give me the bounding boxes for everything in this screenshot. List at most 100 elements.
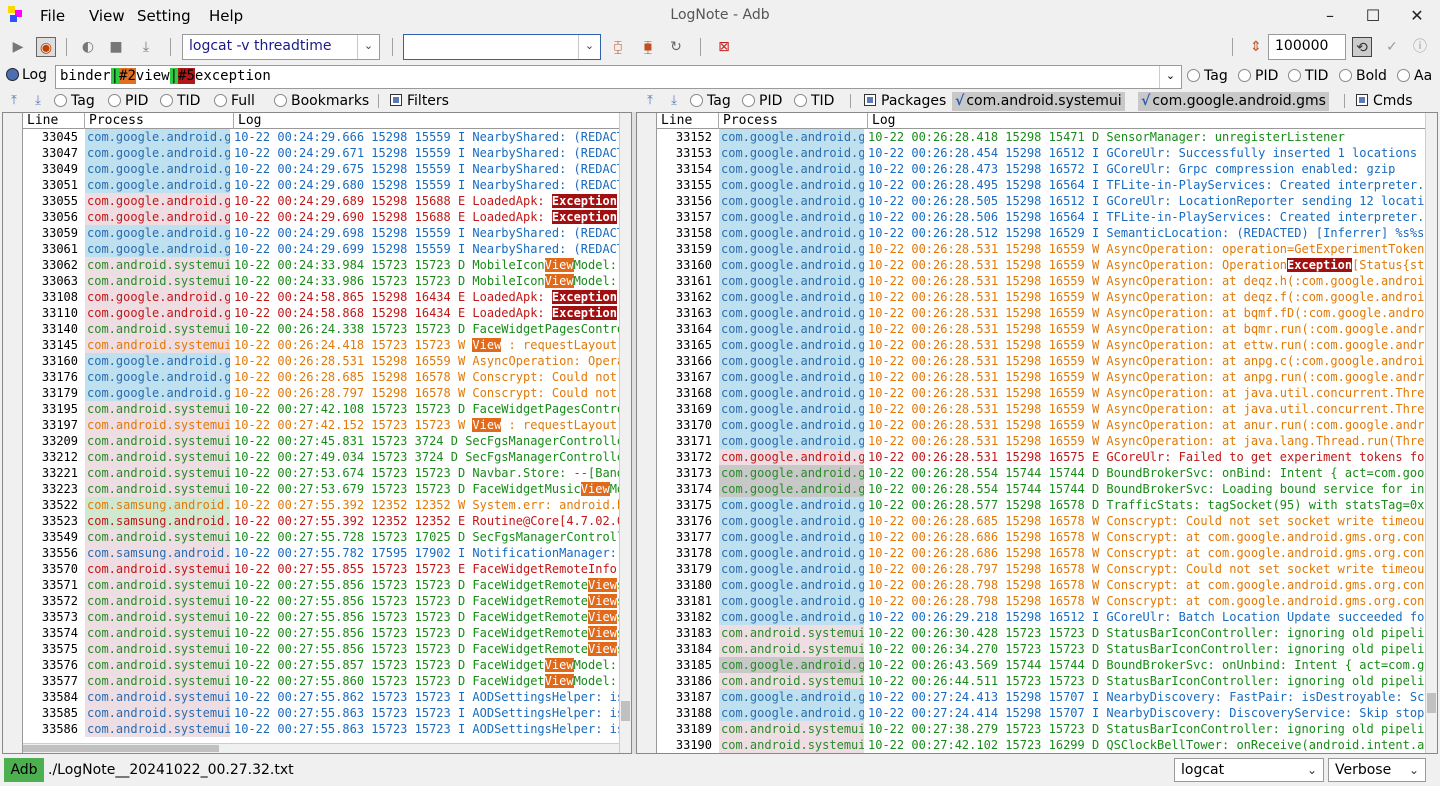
log-row[interactable]: 33585 com.android.systemui 10-22 00:27:55.… (23, 705, 619, 721)
log-row[interactable]: 33185 com.google.android.gms 10-22 00:26:4… (657, 657, 1425, 673)
log-row[interactable]: 33156 com.google.android.gm... 10-22 00:26… (657, 193, 1425, 209)
log-row[interactable]: 33155 com.google.android.gm... 10-22 00:26… (657, 177, 1425, 193)
log-row[interactable]: 33212 com.android.systemui 10-22 00:27:49.… (23, 449, 619, 465)
option-pid[interactable]: PID (1238, 68, 1278, 84)
log-row[interactable]: 33108 com.google.android.gm... 10-22 00:24… (23, 289, 619, 305)
level-select[interactable]: Verbose ⌄ (1328, 758, 1426, 782)
log-row[interactable]: 33061 com.google.android.gm... 10-22 00:24… (23, 241, 619, 257)
log-row[interactable]: 33160 com.google.android.gm... 10-22 00:26… (657, 257, 1425, 273)
scroll-thumb[interactable] (1427, 693, 1436, 713)
column-process[interactable]: Process (719, 113, 868, 129)
log-row[interactable]: 33166 com.google.android.gm... 10-22 00:26… (657, 353, 1425, 369)
package-chip-systemui[interactable]: √ com.android.systemui (952, 92, 1125, 111)
scroll-thumb[interactable] (23, 745, 219, 752)
log-row[interactable]: 33571 com.android.systemui 10-22 00:27:55.… (23, 577, 619, 593)
log-filter-toggle[interactable]: Log (6, 67, 47, 87)
log-row[interactable]: 33576 com.android.systemui 10-22 00:27:55.… (23, 657, 619, 673)
menu-file[interactable]: File (40, 7, 66, 25)
left-vertical-scrollbar[interactable] (619, 113, 631, 753)
log-row[interactable]: 33195 com.android.systemui 10-22 00:27:42.… (23, 401, 619, 417)
log-row[interactable]: 33190 com.android.systemui 10-22 00:27:42.… (657, 737, 1425, 753)
cmds-checkbox[interactable]: Cmds (1356, 91, 1413, 111)
log-row[interactable]: 33062 com.android.systemui 10-22 00:24:33.… (23, 257, 619, 273)
log-row[interactable]: 33183 com.android.systemui 10-22 00:26:30.… (657, 625, 1425, 641)
search-combo[interactable]: ⌄ (403, 34, 601, 60)
left-option-bookmarks[interactable]: Bookmarks (274, 91, 369, 111)
log-row[interactable]: 33176 com.google.android.gm... 10-22 00:26… (23, 369, 619, 385)
minimize-button[interactable]: – (1326, 6, 1334, 25)
log-row[interactable]: 33152 com.google.android.gm... 10-22 00:26… (657, 129, 1425, 145)
line-count-input[interactable]: 100000 (1268, 34, 1346, 60)
option-tag[interactable]: Tag (1187, 68, 1228, 84)
log-row[interactable]: 33056 com.google.android.gm... 10-22 00:24… (23, 209, 619, 225)
log-row[interactable]: 33522 com.samsung.android.a... 10-22 00:27… (23, 497, 619, 513)
save-icon[interactable]: ⤓ (142, 39, 150, 55)
command-combo[interactable]: logcat -v threadtime ⌄ (182, 34, 380, 60)
pane-splitter[interactable] (632, 112, 636, 754)
log-row[interactable]: 33159 com.google.android.gm... 10-22 00:26… (657, 241, 1425, 257)
log-row[interactable]: 33575 com.android.systemui 10-22 00:27:55.… (23, 641, 619, 657)
bookmark-gutter[interactable] (637, 113, 657, 753)
column-log[interactable]: Log (872, 113, 896, 128)
log-row[interactable]: 33153 com.google.android.gm... 10-22 00:26… (657, 145, 1425, 161)
bookmark-gutter[interactable] (3, 113, 23, 753)
clear-log-icon[interactable]: ⊠ (718, 39, 730, 55)
log-row[interactable]: 33180 com.google.android.gm... 10-22 00:26… (657, 577, 1425, 593)
filters-checkbox[interactable]: Filters (390, 91, 449, 111)
menu-setting[interactable]: Setting (137, 7, 191, 25)
log-row[interactable]: 33165 com.google.android.gm... 10-22 00:26… (657, 337, 1425, 353)
log-row[interactable]: 33556 com.samsung.android.a... 10-22 00:27… (23, 545, 619, 561)
close-button[interactable]: ✕ (1410, 6, 1424, 25)
log-row[interactable]: 33168 com.google.android.gm... 10-22 00:26… (657, 385, 1425, 401)
log-row[interactable]: 33584 com.android.systemui 10-22 00:27:55.… (23, 689, 619, 705)
column-line[interactable]: Line (23, 113, 85, 129)
log-row[interactable]: 33174 com.google.android.gms 10-22 00:26:2… (657, 481, 1425, 497)
log-row[interactable]: 33167 com.google.android.gm... 10-22 00:26… (657, 369, 1425, 385)
log-row[interactable]: 33570 com.android.systemui 10-22 00:27:55.… (23, 561, 619, 577)
rotate-log-icon[interactable]: ⟲ (1352, 37, 1372, 57)
log-row[interactable]: 33586 com.android.systemui 10-22 00:27:55.… (23, 721, 619, 737)
log-row[interactable]: 33209 com.android.systemui 10-22 00:27:45.… (23, 433, 619, 449)
maximize-button[interactable]: ☐ (1365, 6, 1381, 25)
log-row[interactable]: 33049 com.google.android.gm... 10-22 00:24… (23, 161, 619, 177)
log-row[interactable]: 33055 com.google.android.gm... 10-22 00:24… (23, 193, 619, 209)
log-row[interactable]: 33523 com.samsung.android.a... 10-22 00:27… (23, 513, 619, 529)
log-row[interactable]: 33173 com.google.android.gms 10-22 00:26:2… (657, 465, 1425, 481)
log-row[interactable]: 33171 com.google.android.gm... 10-22 00:26… (657, 433, 1425, 449)
log-row[interactable]: 33181 com.google.android.gm... 10-22 00:26… (657, 593, 1425, 609)
log-row[interactable]: 33059 com.google.android.gm... 10-22 00:24… (23, 225, 619, 241)
log-row[interactable]: 33175 com.google.android.gm... 10-22 00:26… (657, 497, 1425, 513)
option-case[interactable]: Aa (1397, 68, 1432, 84)
log-row[interactable]: 33572 com.android.systemui 10-22 00:27:55.… (23, 593, 619, 609)
column-line[interactable]: Line (657, 113, 719, 129)
log-row[interactable]: 33574 com.android.systemui 10-22 00:27:55.… (23, 625, 619, 641)
log-row[interactable]: 33161 com.google.android.gm... 10-22 00:26… (657, 273, 1425, 289)
log-row[interactable]: 33179 com.google.android.gm... 10-22 00:26… (23, 385, 619, 401)
log-row[interactable]: 33177 com.google.android.gm... 10-22 00:26… (657, 529, 1425, 545)
scroll-top-icon[interactable]: ⤒ (647, 93, 653, 108)
packages-checkbox[interactable]: Packages (864, 91, 946, 111)
column-process[interactable]: Process (85, 113, 234, 129)
package-chip-gms[interactable]: √ com.google.android.gms (1138, 92, 1329, 111)
log-row[interactable]: 33051 com.google.android.gm... 10-22 00:24… (23, 177, 619, 193)
log-row[interactable]: 33160 com.google.android.gm... 10-22 00:26… (23, 353, 619, 369)
refresh-icon[interactable]: ↻ (670, 39, 682, 55)
scroll-thumb[interactable] (621, 701, 630, 721)
option-bold[interactable]: Bold (1339, 68, 1387, 84)
chevron-down-icon[interactable]: ⌄ (1159, 66, 1181, 88)
left-option-tid[interactable]: TID (160, 91, 200, 111)
log-row[interactable]: 33186 com.android.systemui 10-22 00:26:44.… (657, 673, 1425, 689)
log-row[interactable]: 33221 com.android.systemui 10-22 00:27:53.… (23, 465, 619, 481)
right-option-pid[interactable]: PID (742, 91, 782, 111)
chevron-down-icon[interactable]: ⌄ (578, 35, 600, 59)
log-row[interactable]: 33170 com.google.android.gm... 10-22 00:26… (657, 417, 1425, 433)
log-row[interactable]: 33047 com.google.android.gm... 10-22 00:24… (23, 145, 619, 161)
log-row[interactable]: 33140 com.android.systemui 10-22 00:26:24.… (23, 321, 619, 337)
log-row[interactable]: 33189 com.android.systemui 10-22 00:27:38.… (657, 721, 1425, 737)
log-row[interactable]: 33063 com.android.systemui 10-22 00:24:33.… (23, 273, 619, 289)
info-icon[interactable]: ⓘ (1413, 39, 1427, 55)
stop-icon[interactable]: ■ (109, 39, 123, 55)
source-select[interactable]: logcat ⌄ (1174, 758, 1324, 782)
log-row[interactable]: 33178 com.google.android.gm... 10-22 00:26… (657, 545, 1425, 561)
left-option-full[interactable]: Full (214, 91, 255, 111)
